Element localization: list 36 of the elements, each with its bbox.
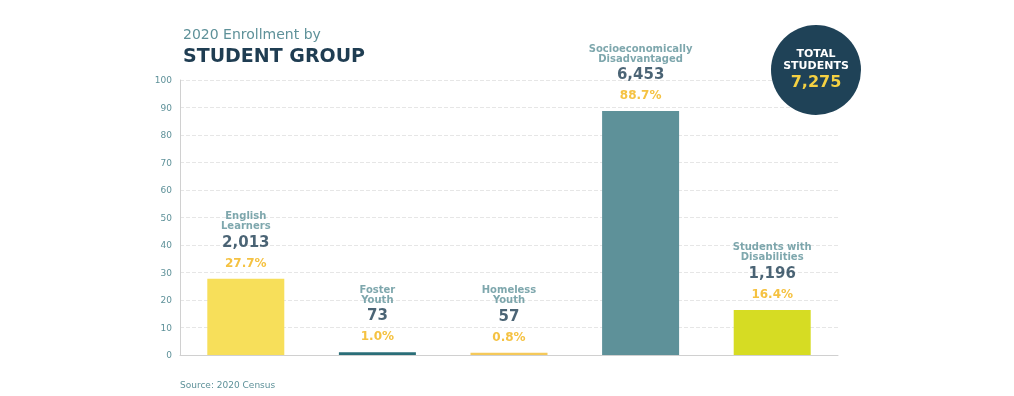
data-label: 27.7% bbox=[224, 255, 267, 270]
x-tick-label: English Learners bbox=[220, 210, 271, 232]
x-tick-label: Socioeconomically Disadvantaged bbox=[588, 42, 693, 64]
bar bbox=[207, 278, 285, 355]
annotation: 1,196 bbox=[748, 263, 796, 282]
data-label: 1.0% bbox=[360, 329, 395, 344]
bar bbox=[733, 309, 811, 355]
y-tick-label: 10 bbox=[160, 322, 173, 333]
x-tick-label: Homeless Youth bbox=[481, 284, 537, 306]
y-tick-label: 20 bbox=[160, 295, 173, 305]
data-label: 88.7% bbox=[619, 88, 662, 103]
chart-subtitle: 2020 Enrollment by bbox=[183, 26, 321, 42]
bar bbox=[602, 111, 680, 355]
badge-circle: TOTAL STUDENTS 7,275 bbox=[771, 25, 861, 115]
x-tick-label: Students with Disabilities bbox=[732, 241, 812, 263]
source-note: Source: 2020 Census bbox=[180, 379, 276, 390]
y-tick-label: 30 bbox=[160, 267, 173, 278]
y-tick-label: 80 bbox=[160, 130, 173, 140]
y-tick-label: 60 bbox=[160, 185, 173, 195]
data-label: 16.4% bbox=[751, 286, 794, 301]
y-tick-label: 40 bbox=[160, 240, 173, 250]
chart-title: STUDENT GROUP bbox=[183, 43, 366, 66]
annotation: 57 bbox=[498, 306, 520, 325]
data-label: 0.8% bbox=[492, 329, 526, 344]
annotation: 2,013 bbox=[222, 232, 270, 251]
bar bbox=[470, 352, 548, 355]
y-tick-label: 50 bbox=[160, 212, 173, 223]
annotation: 6,453 bbox=[616, 65, 665, 84]
y-tick-label: 100 bbox=[154, 75, 173, 85]
y-tick-label: 0 bbox=[166, 350, 173, 360]
y-tick-label: 90 bbox=[160, 102, 173, 113]
annotation: 7,275 bbox=[790, 72, 842, 92]
x-tick-label: Foster Youth bbox=[359, 283, 396, 305]
annotation: 73 bbox=[366, 306, 388, 325]
y-tick-label: 70 bbox=[160, 157, 173, 168]
bar bbox=[338, 352, 416, 355]
